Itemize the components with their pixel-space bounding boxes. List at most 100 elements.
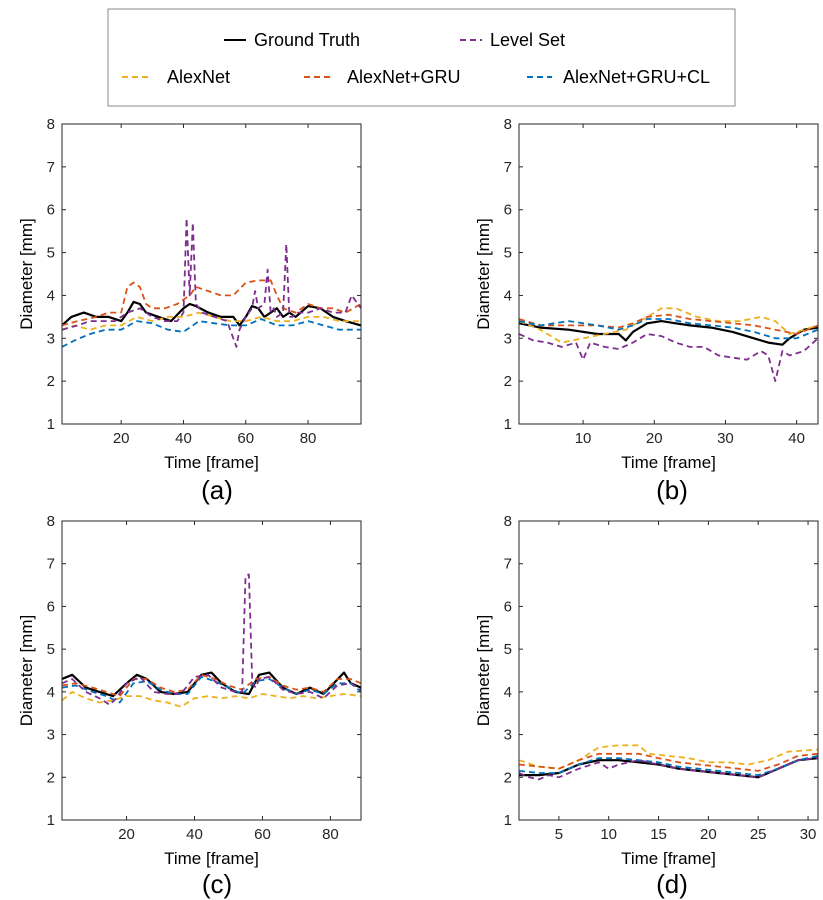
series-line-alexnet-gru <box>62 673 361 697</box>
y-tick-label: 7 <box>504 556 512 573</box>
legend-box <box>107 8 736 107</box>
y-tick-label: 7 <box>47 556 55 573</box>
x-axis-label: Time [frame] <box>164 453 259 472</box>
plot-area <box>62 124 361 424</box>
plot-area <box>519 521 818 820</box>
axes-frame <box>518 520 819 821</box>
series-line-alexnet <box>519 307 818 344</box>
series-line-level-set <box>519 757 818 781</box>
y-axis-label: Diameter [mm] <box>474 615 493 726</box>
y-axis-label: Diameter [mm] <box>17 218 36 329</box>
y-tick-label: 4 <box>47 684 55 701</box>
y-tick-label: 2 <box>504 373 512 390</box>
series-line-alexnet-gru-cl <box>519 755 818 776</box>
series-line-alexnet-gru <box>519 752 818 772</box>
y-tick-label: 8 <box>47 116 55 133</box>
x-tick-label: 30 <box>800 826 817 843</box>
x-axis-label: Time [frame] <box>164 849 259 868</box>
x-tick-label: 40 <box>788 430 805 447</box>
legend-label-alexnet: AlexNet <box>167 67 230 87</box>
y-tick-label: 7 <box>47 159 55 176</box>
y-tick-label: 5 <box>504 245 512 262</box>
series-line-alexnet-gru <box>62 279 361 327</box>
y-tick-label: 6 <box>47 598 55 615</box>
y-axis-label: Diameter [mm] <box>474 218 493 329</box>
y-tick-label: 3 <box>504 330 512 347</box>
y-tick-label: 6 <box>504 202 512 219</box>
y-tick-label: 8 <box>47 513 55 530</box>
y-tick-label: 4 <box>504 287 512 304</box>
axes-frame <box>61 520 362 821</box>
panel-caption: (a) <box>201 475 233 505</box>
y-tick-label: 7 <box>504 159 512 176</box>
series-line-alexnet-gru-cl <box>62 676 361 704</box>
legend-label-alexnet-gru: AlexNet+GRU <box>347 67 461 87</box>
x-tick-label: 60 <box>254 826 271 843</box>
panel-b: 1 2 3 4 5 6 7 8 10 20 30 40 Time [frame] Diameter [mm… <box>474 116 819 505</box>
series-line-alexnet <box>62 691 361 708</box>
x-axis-label: Time [frame] <box>621 453 716 472</box>
legend-entry-alexnet-gru: AlexNet+GRU <box>304 67 461 87</box>
y-axis-label: Diameter [mm] <box>17 615 36 726</box>
x-tick-label: 30 <box>717 430 734 447</box>
legend: Ground Truth Level Set AlexNet AlexNet+GRU A… <box>107 8 736 107</box>
y-tick-label: 3 <box>47 330 55 347</box>
series-line-level-set <box>62 573 361 706</box>
panel-c: 1 2 3 4 5 6 7 8 20 40 60 80 Time [frame] Diameter [mm… <box>17 513 362 899</box>
legend-entry-alexnet-gru-cl: AlexNet+GRU+CL <box>527 67 710 87</box>
y-tick-label: 2 <box>47 373 55 390</box>
y-tick-label: 6 <box>47 202 55 219</box>
x-tick-label: 10 <box>600 826 617 843</box>
y-tick-label: 5 <box>47 245 55 262</box>
y-tick-label: 1 <box>504 416 512 433</box>
series-group <box>62 217 361 348</box>
legend-label-level-set: Level Set <box>490 30 565 50</box>
y-tick-label: 3 <box>504 727 512 744</box>
series-line-alexnet-gru-cl <box>62 318 361 348</box>
y-tick-label: 2 <box>504 769 512 786</box>
x-tick-label: 15 <box>650 826 667 843</box>
y-tick-label: 4 <box>504 684 512 701</box>
y-tick-label: 8 <box>504 513 512 530</box>
plot-area <box>519 124 818 424</box>
series-group <box>519 744 818 781</box>
panel-a: 1 2 3 4 5 6 7 8 20 40 60 80 Time [frame] Diameter [mm… <box>17 116 362 505</box>
y-tick-label: 2 <box>47 769 55 786</box>
series-group <box>62 573 361 708</box>
series-line-level-set <box>519 333 818 383</box>
x-tick-label: 40 <box>186 826 203 843</box>
x-tick-label: 20 <box>646 430 663 447</box>
y-tick-label: 5 <box>47 641 55 658</box>
panel-caption: (b) <box>656 475 688 505</box>
panel-caption: (d) <box>656 869 688 899</box>
x-tick-label: 10 <box>575 430 592 447</box>
x-axis-label: Time [frame] <box>621 849 716 868</box>
chart-panels: 1 2 3 4 5 6 7 8 20 40 60 80 Time [frame] Diameter [mm… <box>17 116 819 899</box>
x-tick-label: 20 <box>700 826 717 843</box>
y-tick-label: 1 <box>504 812 512 829</box>
panel-d: 1 2 3 4 5 6 7 8 5 10 15 20 25 30 Time [frame] Diameter … <box>474 513 819 899</box>
series-line-alexnet-gru <box>519 313 818 335</box>
x-tick-label: 5 <box>555 826 563 843</box>
series-group <box>519 307 818 383</box>
legend-entry-alexnet: AlexNet <box>122 67 230 87</box>
y-tick-label: 1 <box>47 416 55 433</box>
x-tick-label: 80 <box>322 826 339 843</box>
legend-label-alexnet-gru-cl: AlexNet+GRU+CL <box>563 67 710 87</box>
x-tick-label: 60 <box>237 430 254 447</box>
x-tick-label: 80 <box>300 430 317 447</box>
x-tick-label: 25 <box>750 826 767 843</box>
series-line-level-set <box>62 217 361 348</box>
panel-caption: (c) <box>202 869 232 899</box>
plot-area <box>62 521 361 820</box>
y-tick-label: 1 <box>47 812 55 829</box>
legend-label-ground-truth: Ground Truth <box>254 30 360 50</box>
legend-entry-level-set: Level Set <box>460 30 565 50</box>
legend-entry-ground-truth: Ground Truth <box>224 30 360 50</box>
x-tick-label: 20 <box>113 430 130 447</box>
x-tick-label: 40 <box>175 430 192 447</box>
series-line-alexnet-gru-cl <box>519 318 818 340</box>
series-line-ground-truth <box>519 320 818 346</box>
axes-frame <box>518 123 819 425</box>
